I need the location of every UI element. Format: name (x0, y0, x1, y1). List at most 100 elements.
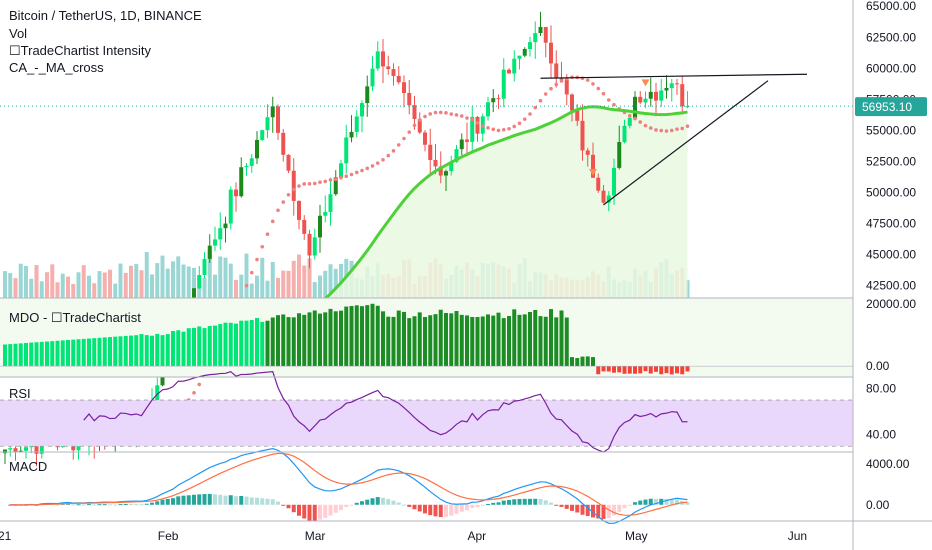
macd-histogram-bar (354, 502, 359, 505)
mdo-bar (459, 314, 464, 367)
volume-bar (265, 280, 270, 298)
volume-bar (171, 261, 175, 298)
macd-panel[interactable] (8, 448, 690, 524)
volume-bar (160, 255, 165, 298)
candle-body (302, 219, 307, 234)
price-panel[interactable] (0, 11, 853, 467)
fast-ma-dot (627, 114, 632, 118)
macd-histogram-bar (270, 499, 275, 505)
volume-bar (129, 265, 133, 298)
fast-ma-dot (192, 390, 196, 395)
mdo-bar (407, 318, 412, 367)
fast-ma-dot (438, 110, 443, 115)
rsi-tick-label: 40.00 (866, 428, 896, 442)
macd-histogram-bar (139, 504, 144, 506)
fast-ma-dot (349, 172, 354, 177)
macd-histogram-bar (360, 501, 364, 505)
macd-histogram-bar (186, 495, 191, 505)
mdo-bar (354, 305, 359, 367)
volume-bar (192, 267, 196, 298)
fast-ma-dot (249, 270, 254, 275)
slow-ma-line (261, 105, 688, 362)
candle-body (528, 42, 532, 49)
volume-bar (60, 273, 65, 298)
macd-histogram-bar (312, 504, 317, 522)
macd-histogram-bar (171, 498, 175, 505)
macd-histogram-bar (669, 498, 674, 505)
fast-ma-dot (685, 124, 690, 128)
macd-histogram-bar (417, 504, 422, 512)
mdo-bar (496, 312, 501, 367)
macd-histogram-bar (633, 502, 637, 505)
volume-bar (29, 278, 34, 298)
support-trendline[interactable] (603, 80, 769, 206)
macd-line (10, 448, 688, 524)
macd-histogram-bar (150, 502, 154, 505)
fast-ma-dot (197, 382, 202, 387)
candle-body (192, 288, 196, 307)
mdo-bar (564, 317, 569, 367)
candle-body (554, 63, 559, 78)
fast-ma-dot (528, 112, 532, 116)
macd-histogram-bar (234, 496, 238, 505)
time-tick-label: May (625, 529, 648, 543)
macd-histogram-bar (496, 502, 501, 505)
candle-body (575, 110, 580, 121)
fast-ma-dot (543, 92, 548, 96)
macd-histogram-bar (239, 495, 244, 505)
candle-body (213, 239, 217, 246)
volume-bar (186, 266, 191, 298)
volume-bar (92, 283, 97, 298)
volume-bar (144, 252, 149, 298)
price-tick-label: 60000.00 (866, 61, 916, 75)
mdo-bar (186, 328, 191, 367)
mdo-bar (680, 366, 685, 375)
candle-body (648, 91, 653, 99)
mdo-bar (218, 324, 223, 367)
mdo-bar (197, 326, 202, 367)
mdo-bar (370, 303, 375, 367)
mdo-bar (323, 312, 328, 367)
macd-histogram-bar (176, 496, 181, 505)
macd-histogram-bar (375, 497, 380, 505)
mdo-panel[interactable] (0, 298, 853, 377)
candle-body (402, 82, 406, 93)
fast-ma-dot (381, 158, 385, 162)
volume-bar (286, 270, 291, 298)
mdo-bar (318, 313, 322, 367)
fast-ma-dot (260, 244, 265, 249)
mdo-bar (396, 310, 401, 367)
mdo-bar (207, 325, 212, 367)
mdo-bar (596, 366, 601, 375)
candle-body (312, 237, 317, 256)
fast-ma-dot (633, 116, 637, 121)
volume-bar (333, 268, 338, 298)
time-axis[interactable]: 21 Feb Mar Apr May Jun (0, 529, 807, 543)
last-price-badge: 56953.10 (855, 97, 927, 117)
volume-bar (113, 283, 118, 298)
mdo-bar (108, 337, 112, 367)
price-axis[interactable]: 65000.0062500.0060000.0057500.0055000.00… (866, 0, 916, 512)
mdo-bar (291, 317, 296, 367)
macd-histogram-bar (134, 504, 139, 506)
macd-histogram-bar (554, 504, 559, 506)
fast-ma-dot (297, 184, 301, 188)
time-tick-label: Jun (788, 529, 807, 543)
fast-ma-dot (554, 82, 559, 87)
resistance-line[interactable] (540, 73, 808, 79)
volume-bar (312, 282, 317, 298)
price-tick-label: 62500.00 (866, 30, 916, 44)
fast-ma-dot (386, 153, 391, 158)
fast-ma-dot (407, 130, 412, 134)
rsi-panel[interactable] (0, 370, 853, 453)
mdo-bar (18, 343, 23, 367)
fast-ma-dot (417, 118, 422, 122)
fast-ma-dot (375, 161, 380, 165)
macd-histogram-bar (428, 504, 433, 516)
mdo-bar (123, 335, 128, 367)
mdo-bar (533, 310, 538, 367)
mdo-bar (66, 340, 70, 367)
fast-ma-dot (654, 128, 658, 132)
candle-body (606, 195, 611, 203)
